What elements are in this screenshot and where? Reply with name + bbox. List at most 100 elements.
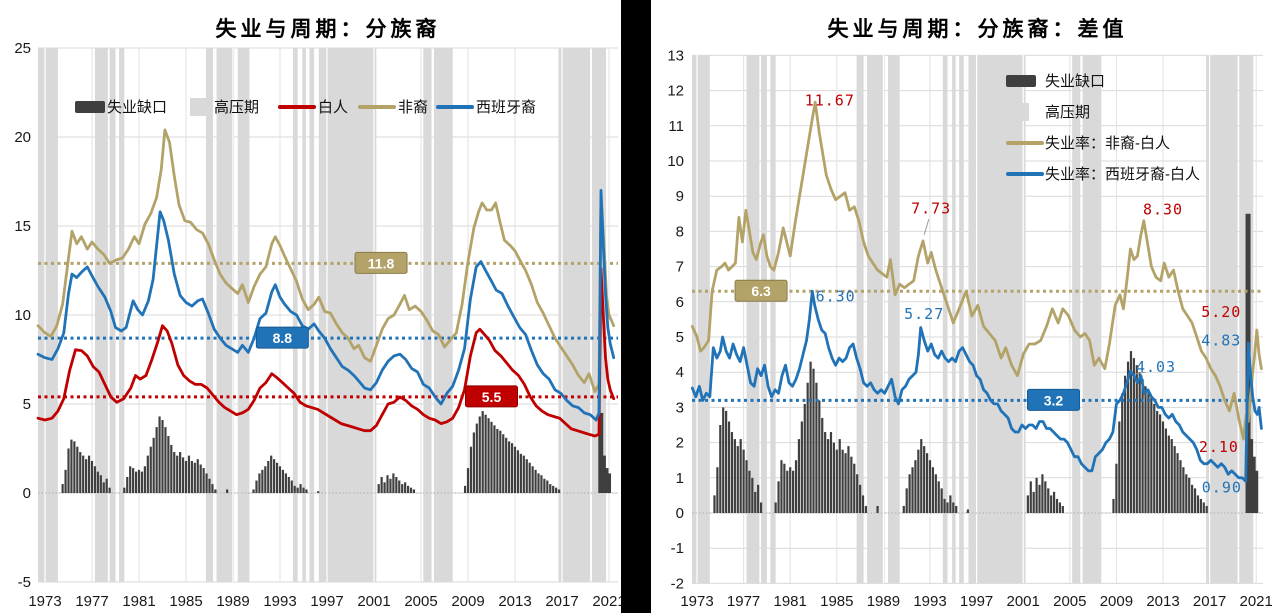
legend-bar-swatch <box>75 101 105 113</box>
hispanic-series-line <box>36 188 616 422</box>
average-box-label: 8.8 <box>273 330 293 346</box>
gap-bar <box>252 489 255 493</box>
gap-bar <box>952 502 955 513</box>
gap-bar <box>803 403 806 513</box>
gap-bar <box>1170 439 1173 513</box>
gap-bar <box>146 455 149 493</box>
gap-bar <box>264 466 267 493</box>
gap-bar <box>841 449 844 513</box>
annotation-leader <box>1134 371 1146 375</box>
gap-bar <box>155 427 158 493</box>
pressure-band <box>888 55 900 583</box>
pressure-band <box>318 48 377 582</box>
gap-bar <box>466 468 470 493</box>
annotation-value: 5.27 <box>904 305 944 323</box>
right-chart-plot: 6.3 3.2 11.67 7.73 8.30 6.30 5.27 4.03 5.20 4.83 2… <box>667 47 1272 610</box>
gap-bar <box>167 436 170 493</box>
pressure-band <box>856 55 864 583</box>
gap-bar <box>1135 365 1138 513</box>
gap-bar <box>725 410 728 513</box>
gap-bar <box>546 480 549 493</box>
pressure-band <box>692 55 710 583</box>
gap-bar <box>389 478 392 493</box>
gap-bar <box>1158 414 1162 513</box>
gap-bar <box>176 455 179 493</box>
gap-bar <box>902 505 905 513</box>
legend-label: 失业率：西班牙裔-白人 <box>1045 166 1200 183</box>
gap-bar <box>719 425 722 513</box>
legend-item: 高压期 <box>190 98 259 116</box>
legend-item: 西班牙裔 <box>436 99 536 116</box>
average-value-box: 5.5 <box>465 385 518 408</box>
gap-bar <box>716 467 719 513</box>
gap-bar <box>1041 474 1044 513</box>
gap-bar <box>1147 389 1150 513</box>
gap-bar <box>79 452 82 493</box>
pressure-band <box>309 48 315 582</box>
gap-bar <box>797 439 801 513</box>
pressure-band <box>38 48 58 582</box>
gap-bar <box>164 427 167 493</box>
gap-bar <box>401 484 404 493</box>
gap-bar <box>193 462 196 493</box>
gap-bar <box>1124 375 1127 513</box>
gap-bar <box>299 484 302 493</box>
gap-bar <box>143 466 146 493</box>
gap-bar <box>934 474 937 513</box>
x-tick-label: 1993 <box>913 593 946 610</box>
gap-bar <box>196 459 199 493</box>
gap-bar <box>606 473 612 493</box>
pressure-band <box>433 48 453 582</box>
black-series-line <box>36 128 616 393</box>
pressure-band <box>1072 55 1081 583</box>
x-tick-label: 2001 <box>357 593 390 610</box>
legend-item: 失业率：西班牙裔-白人 <box>1006 166 1200 183</box>
gap-bar <box>537 473 540 493</box>
gap-bar <box>96 471 99 493</box>
gap-bar <box>1167 435 1170 513</box>
y-tick-label: 1 <box>676 470 684 487</box>
gap-bar <box>179 452 182 493</box>
gap-bar <box>270 455 273 493</box>
gap-bar <box>134 471 138 493</box>
gap-bar <box>67 448 70 493</box>
pressure-band <box>216 48 235 582</box>
y-tick-label: 7 <box>676 259 684 276</box>
gap-bar <box>821 417 824 513</box>
gap-bar <box>184 460 188 493</box>
gap-bar <box>1115 463 1118 513</box>
left-chart-figure: 失业与周期：分族裔 11.8 8.8 5.5 1973 1977 1981 1985 1989… <box>0 0 621 613</box>
gap-bar <box>943 498 946 513</box>
average-box-rect <box>734 279 788 302</box>
legend-item: 非裔 <box>358 99 428 116</box>
legend-line-swatch <box>1006 141 1044 145</box>
gap-bar <box>187 455 191 493</box>
gap-bar <box>914 460 917 513</box>
gap-bar <box>123 487 126 493</box>
gap-bar <box>73 441 76 493</box>
legend-item: 白人 <box>278 99 348 116</box>
gap-bar <box>730 432 734 513</box>
pressure-band <box>119 48 125 582</box>
annotation-value: 0.90 <box>1202 478 1242 496</box>
gap-bar <box>1164 428 1168 513</box>
gap-bar <box>149 446 152 493</box>
y-tick-label: 15 <box>14 218 31 235</box>
gap-bar <box>1153 403 1156 513</box>
x-tick-label: 1973 <box>680 593 713 610</box>
gap-bar <box>1121 393 1124 513</box>
gap-bar <box>911 467 914 513</box>
gap-bar <box>1250 456 1256 513</box>
legend-item: 失业缺口 <box>75 99 167 116</box>
gap-bar <box>713 495 716 513</box>
gap-bar <box>1112 498 1115 513</box>
gap-bar <box>404 482 407 493</box>
y-tick-label: 2 <box>676 435 684 452</box>
legend-item: 高压期 <box>1012 103 1090 121</box>
gap-bar <box>386 475 389 493</box>
right-chart-title: 失业与周期：分族裔：差值 <box>827 17 1128 41</box>
x-tick-label: 1993 <box>263 593 296 610</box>
gap-bar <box>499 430 502 493</box>
